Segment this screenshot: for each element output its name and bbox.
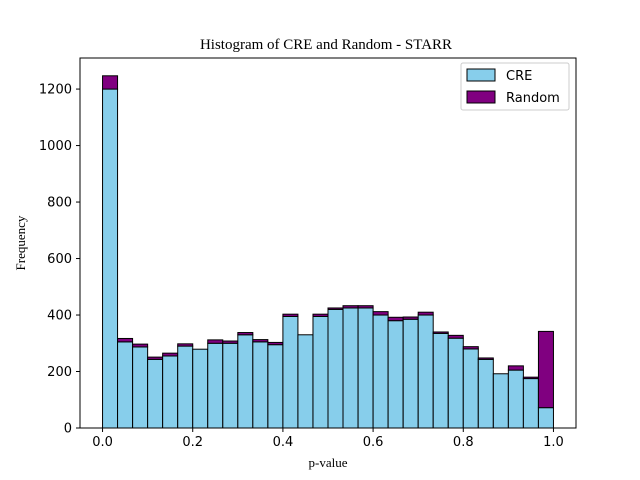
y-axis-ticks: 0 200 400 600 800 1000 1200	[39, 83, 80, 437]
y-tick-label: 800	[47, 196, 72, 211]
bar-cre-5	[177, 345, 194, 429]
x-tick-label: 0.6	[363, 435, 384, 450]
bar-random-19	[387, 316, 404, 322]
bar-cre-20	[402, 318, 419, 429]
bar-cre-4	[162, 355, 179, 429]
bar-random-2	[132, 343, 149, 348]
bar-cre-12	[282, 315, 299, 429]
bar-cre-28	[522, 378, 539, 429]
bar-random-9	[237, 332, 254, 336]
bar-random-12	[282, 313, 299, 317]
bar-cre-11	[267, 344, 284, 429]
bar-cre-0	[102, 88, 119, 429]
bar-cre-22	[432, 332, 449, 429]
bar-cre-15	[327, 308, 344, 429]
bar-cre-13	[297, 334, 314, 429]
x-axis-ticks: 0.0 0.2 0.4 0.6 0.8 1.0	[92, 428, 564, 450]
bar-random-15	[327, 307, 344, 310]
legend: CRE Random	[460, 62, 570, 111]
bar-random-8	[222, 340, 239, 344]
bar-cre-21	[417, 314, 434, 429]
bar-cre-7	[207, 342, 224, 429]
bar-cre-25	[477, 358, 494, 429]
x-tick-label: 0.0	[92, 435, 113, 450]
chart-title: Histogram of CRE and Random - STARR	[200, 37, 452, 53]
legend-swatch-cre	[466, 68, 496, 82]
bar-random-1	[117, 337, 134, 343]
bar-cre-16	[342, 307, 359, 429]
bar-cre-18	[372, 314, 389, 429]
y-tick-label: 1200	[39, 83, 72, 98]
bar-random-7	[207, 339, 224, 344]
x-tick-label: 0.4	[273, 435, 294, 450]
bar-random-18	[372, 311, 389, 316]
bar-cre-19	[387, 320, 404, 429]
bar-random-11	[267, 341, 284, 346]
bar-cre-27	[507, 369, 524, 429]
x-tick-label: 0.2	[182, 435, 203, 450]
bar-cre-2	[132, 346, 149, 429]
x-axis-label: p-value	[309, 455, 348, 470]
bar-random-25	[477, 357, 494, 360]
bar-random-20	[402, 316, 419, 320]
legend-label-cre: CRE	[506, 69, 532, 84]
bar-random-16	[342, 305, 359, 309]
bar-random-4	[162, 352, 179, 357]
bar-random-0	[102, 75, 119, 90]
bar-cre-26	[492, 373, 509, 429]
bar-cre-6	[192, 348, 209, 429]
bar-cre-23	[447, 337, 464, 429]
bar-cre-24	[462, 348, 479, 429]
bar-cre-10	[252, 341, 269, 429]
bar-cre-29	[537, 407, 554, 429]
legend-label-random: Random	[506, 91, 560, 106]
bar-cre-9	[237, 334, 254, 429]
bar-cre-17	[357, 307, 374, 429]
bar-random-5	[177, 343, 194, 347]
y-axis-label: Frequency	[13, 215, 28, 270]
bar-random-17	[357, 305, 374, 309]
y-tick-label: 0	[64, 422, 72, 437]
bars-group	[102, 75, 554, 429]
x-tick-label: 1.0	[543, 435, 564, 450]
bar-random-24	[462, 346, 479, 350]
y-tick-label: 600	[47, 252, 72, 267]
bar-cre-8	[222, 342, 239, 429]
bar-random-21	[417, 311, 434, 316]
bar-random-22	[432, 331, 449, 334]
bar-random-23	[447, 334, 464, 339]
bar-random-3	[147, 356, 164, 360]
y-tick-label: 200	[47, 365, 72, 380]
bar-cre-14	[312, 315, 329, 429]
x-tick-label: 0.8	[453, 435, 474, 450]
bar-cre-1	[117, 341, 134, 429]
bar-random-27	[507, 365, 524, 371]
plot-area-frame	[79, 57, 577, 429]
legend-swatch-random	[466, 90, 496, 104]
y-tick-label: 1000	[39, 139, 72, 154]
bar-random-14	[312, 313, 329, 317]
bar-random-28	[522, 376, 539, 380]
y-tick-label: 400	[47, 309, 72, 324]
bar-cre-3	[147, 358, 164, 429]
bar-random-10	[252, 339, 269, 343]
bar-random-29	[537, 330, 554, 409]
